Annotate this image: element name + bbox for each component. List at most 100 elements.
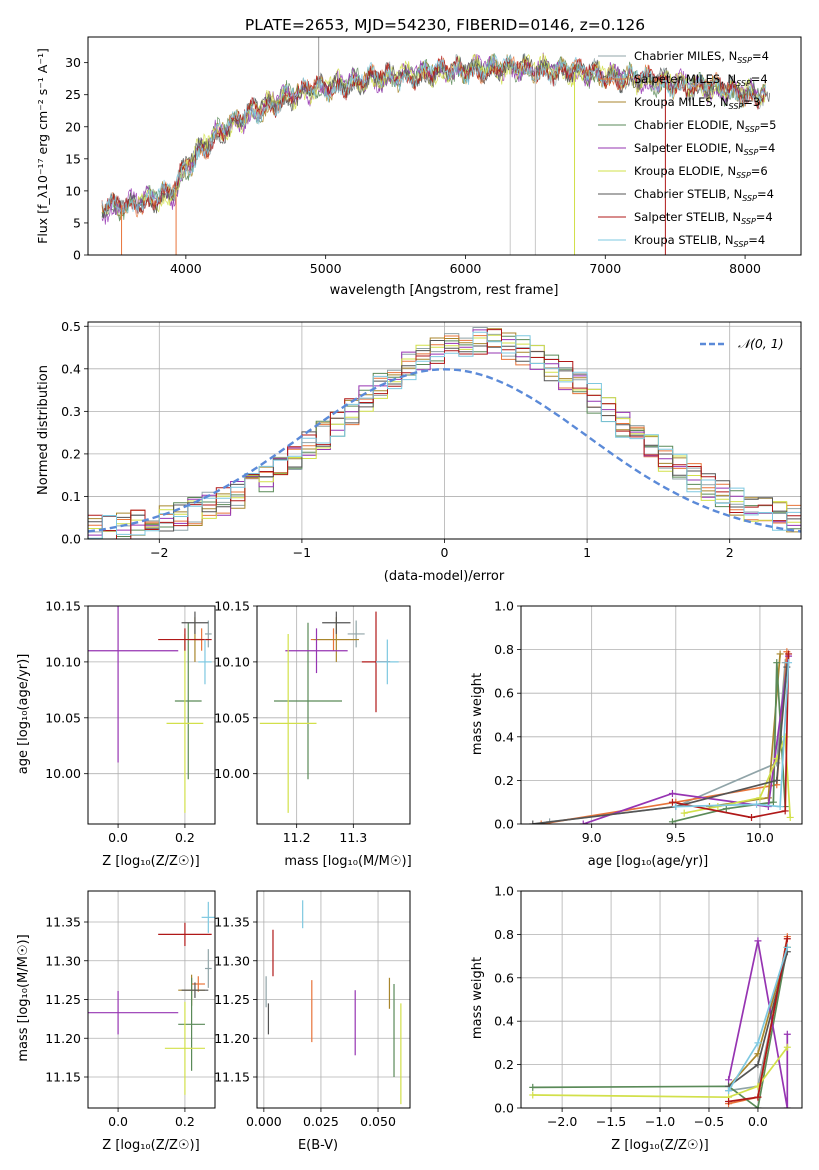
x-tick-label: 0.2: [175, 830, 195, 845]
x-tick-label: 2: [726, 545, 734, 560]
weight-line: [727, 940, 789, 1108]
x-tick-label: 0.0: [108, 830, 128, 845]
x-tick-label: 5000: [310, 261, 342, 276]
y-tick-label: 10.10: [214, 654, 250, 669]
y-tick-label: 11.20: [45, 1031, 81, 1046]
y-tick-label: 10.05: [214, 710, 250, 725]
y-tick-label: 10: [65, 183, 81, 198]
x-tick-label: 9.5: [666, 830, 686, 845]
legend-label: Chabrier STELIB, NSSP=4: [634, 187, 774, 203]
weight-vs-age-panel: 9.0 9.5 10.0 0.0 0.2 0.4 0.6 0.8 1.0: [494, 599, 803, 845]
y-tick-label: 10.15: [214, 599, 250, 614]
weight-marker: [722, 805, 730, 813]
spectrum-line: [136, 52, 767, 213]
mass-vs-ebv-xlabel: E(B-V): [298, 1138, 338, 1153]
weight-marker: [725, 1076, 733, 1084]
age-vs-z-xlabel: Z [log₁₀(Z/Z☉)]: [102, 854, 199, 869]
weight-line: [549, 662, 787, 823]
axes-frame: [87, 605, 216, 825]
y-tick-label: 0.4: [61, 361, 81, 376]
mass-vs-z-ylabel: mass [log₁₀(M/M☉)]: [16, 934, 31, 1061]
y-tick-label: 0.0: [494, 1101, 514, 1116]
residuals-ylabel: Normed distribution: [36, 365, 51, 495]
weight-vs-z-xlabel: Z [log₁₀(Z/Z☉)]: [611, 1138, 708, 1153]
y-tick-label: 11.15: [214, 1070, 250, 1085]
x-tick-label: 0.0: [108, 1114, 128, 1129]
y-tick-label: 0.5: [61, 319, 81, 334]
y-tick-label: 0.4: [494, 729, 514, 744]
mass-vs-z-xlabel: Z [log₁₀(Z/Z☉)]: [102, 1138, 199, 1153]
weight-marker: [748, 813, 756, 821]
error-bars: [88, 901, 215, 1095]
x-tick-label: 10.0: [746, 830, 774, 845]
weight-marker: [773, 776, 781, 784]
y-tick-label: 11.30: [45, 953, 81, 968]
y-tick-label: 0.0: [61, 532, 81, 547]
weight-line: [541, 651, 788, 824]
age-vs-z-panel: 0.0 0.2 10.00 10.05 10.10 10.15: [45, 599, 216, 845]
legend-label: Chabrier MILES, NSSP=4: [634, 49, 769, 65]
x-tick-label: 11.3: [339, 830, 367, 845]
error-bars: [259, 611, 399, 813]
residuals-panel: −2 −1 0 1 2 0.0 0.1 0.2 0.3 0.4 0.5 𝒩(0, 1): [61, 319, 802, 560]
x-tick-label: 0: [441, 545, 449, 560]
weight-vs-z-ylabel: mass weight: [470, 957, 485, 1039]
residual-histogram: [88, 331, 801, 539]
weight-marker: [529, 1083, 537, 1091]
histograms: [88, 327, 801, 539]
axes-frame: [520, 890, 803, 1109]
weight-marker: [579, 820, 587, 824]
spectrum-ylabel: Flux [f_λ10⁻¹⁷ erg cm⁻² s⁻¹ A⁻¹]: [35, 48, 50, 244]
y-tick-label: 0.6: [494, 970, 514, 985]
y-tick-label: 1.0: [494, 884, 514, 899]
weight-marker: [668, 798, 676, 806]
x-tick-label: 0.050: [360, 1114, 396, 1129]
legend-label: Salpeter ELODIE, NSSP=4: [634, 141, 775, 157]
x-tick-label: 4000: [170, 261, 202, 276]
x-tick-label: 11.2: [283, 830, 311, 845]
normal-legend-label: 𝒩(0, 1): [738, 336, 784, 351]
y-tick-label: 11.20: [214, 1031, 250, 1046]
weight-marker: [776, 803, 784, 811]
spectrum-lines: [101, 37, 771, 255]
y-tick-label: 11.35: [214, 915, 250, 930]
residuals-xlabel: (data-model)/error: [384, 569, 505, 584]
axes-frame: [87, 36, 802, 256]
weight-line: [583, 655, 790, 824]
x-tick-label: 0.025: [303, 1114, 339, 1129]
weight-line: [672, 653, 790, 819]
spectrum-panel: 4000 5000 6000 7000 8000 0 5 10 15 20 25 30 Chabrier…: [65, 36, 802, 276]
weight-marker: [529, 1091, 537, 1099]
y-tick-label: 11.25: [214, 992, 250, 1007]
age-vs-mass-xlabel: mass [log₁₀(M/M☉)]: [284, 854, 411, 869]
weight-marker: [754, 937, 762, 945]
error-bars: [88, 606, 212, 813]
y-tick-label: 0.6: [494, 686, 514, 701]
x-tick-label: 0.0: [748, 1114, 768, 1129]
axes-frame: [87, 321, 802, 540]
age-vs-z-ylabel: age [log₁₀(age/yr)]: [16, 654, 31, 775]
weight-vs-z-panel: −2.0 −1.5 −1.0 −0.5 0.0 0.0 0.2 0.4 0.6 0.8 1.0: [494, 884, 803, 1129]
weight-marker: [783, 1030, 791, 1038]
figure-title: PLATE=2653, MJD=54230, FIBERID=0146, z=0…: [245, 16, 645, 34]
y-tick-label: 10.10: [45, 654, 81, 669]
weight-vs-age-ylabel: mass weight: [470, 673, 485, 755]
y-tick-label: 0.8: [494, 927, 514, 942]
y-tick-label: 0.2: [494, 773, 514, 788]
legend-label: Kroupa ELODIE, NSSP=6: [634, 164, 768, 180]
x-tick-label: 6000: [450, 261, 482, 276]
y-tick-label: 15: [65, 151, 81, 166]
weight-marker: [754, 1104, 762, 1108]
weight-marker: [754, 1061, 762, 1069]
spectrum-line: [101, 54, 766, 214]
spectrum-line: [101, 55, 766, 215]
y-tick-label: 0.2: [494, 1057, 514, 1072]
y-tick-label: 0.3: [61, 404, 81, 419]
y-tick-label: 11.35: [45, 915, 81, 930]
weight-marker: [753, 800, 761, 808]
weight-marker: [537, 820, 545, 824]
y-tick-label: 0.8: [494, 642, 514, 657]
weight-lines: [529, 933, 791, 1108]
weight-marker: [783, 1104, 791, 1108]
